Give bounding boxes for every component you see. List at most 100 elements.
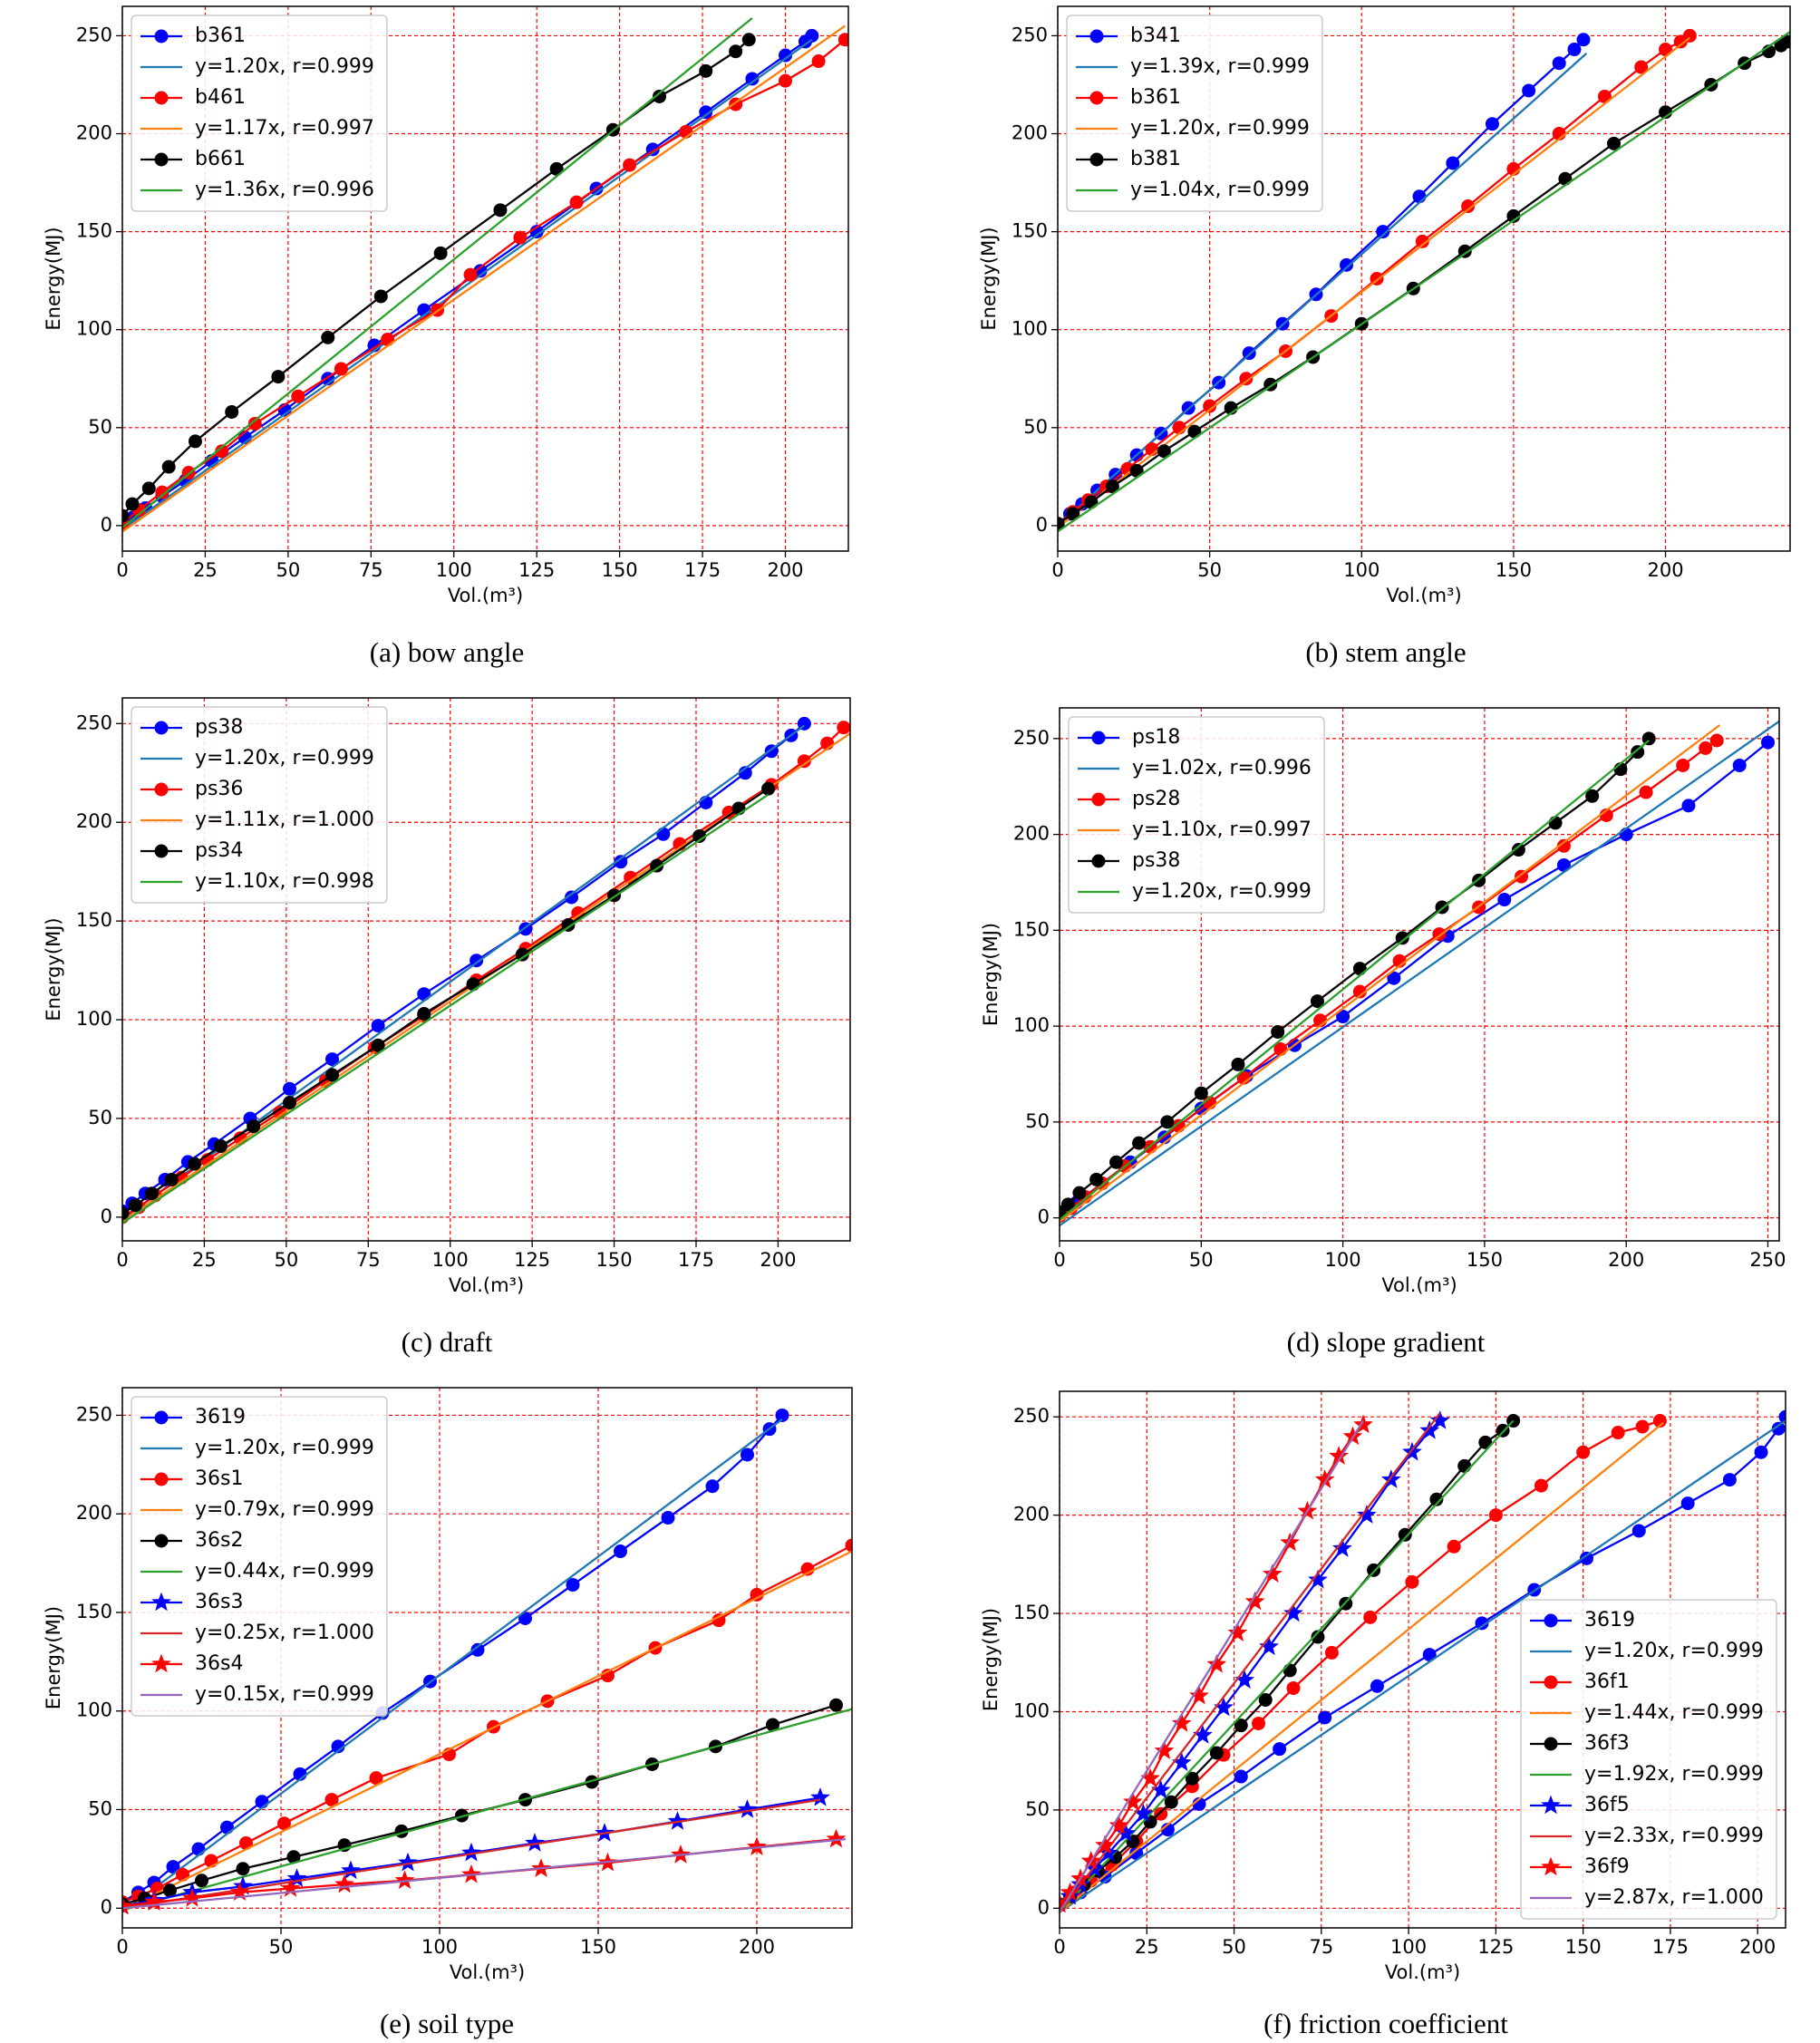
fit-line bbox=[122, 1708, 852, 1912]
fit-line bbox=[1060, 720, 1779, 1227]
circle-marker bbox=[1422, 1648, 1437, 1662]
legend: ps18 y=1.02x, r=0.996 ps28 y=1.10x, r=0.997… bbox=[1068, 716, 1325, 914]
circle-marker bbox=[1511, 843, 1525, 857]
circle-marker bbox=[154, 1472, 169, 1486]
x-axis-label: Vol.(m³) bbox=[449, 1274, 524, 1296]
star-marker bbox=[1154, 1740, 1175, 1760]
x-tick-label: 100 bbox=[1390, 1936, 1427, 1958]
axes-frame bbox=[1059, 1390, 1786, 1929]
legend-label: 36s3 bbox=[195, 1591, 243, 1613]
legend-label: 36f9 bbox=[1584, 1855, 1630, 1878]
circle-marker bbox=[1311, 1630, 1325, 1644]
circle-marker bbox=[220, 1820, 234, 1835]
legend-label: b361 bbox=[1130, 86, 1181, 109]
legend-box bbox=[1068, 716, 1325, 914]
star-marker bbox=[286, 1868, 307, 1887]
circle-marker bbox=[775, 1408, 789, 1422]
x-tick-label: 50 bbox=[276, 559, 301, 581]
circle-marker bbox=[255, 1795, 269, 1809]
circle-marker bbox=[154, 152, 169, 167]
legend-label: y=0.25x, r=1.000 bbox=[195, 1622, 374, 1644]
circle-marker bbox=[1771, 1421, 1786, 1436]
circle-marker bbox=[1084, 495, 1099, 509]
circle-marker bbox=[699, 105, 713, 120]
circle-marker bbox=[1579, 1551, 1593, 1565]
plot-area bbox=[1060, 720, 1779, 1227]
legend-label: y=1.36x, r=0.996 bbox=[195, 179, 374, 201]
fit-line bbox=[1060, 1412, 1441, 1913]
circle-marker bbox=[128, 1198, 142, 1213]
circle-marker bbox=[1370, 1679, 1384, 1693]
circle-marker bbox=[1635, 1419, 1650, 1434]
star-marker bbox=[667, 1811, 688, 1830]
circle-marker bbox=[797, 754, 811, 769]
circle-marker bbox=[154, 721, 169, 735]
fit-line bbox=[122, 1418, 783, 1913]
circle-marker bbox=[1497, 893, 1512, 907]
circle-marker bbox=[381, 333, 395, 347]
circle-marker bbox=[195, 1874, 208, 1888]
legend: 3619 y=1.20x, r=0.999 36s1 y=0.79x, r=0.999… bbox=[131, 1396, 388, 1717]
circle-marker bbox=[1659, 43, 1673, 57]
circle-marker bbox=[1611, 1426, 1625, 1440]
circle-marker bbox=[1310, 994, 1324, 1009]
y-tick-label: 50 bbox=[88, 1797, 112, 1819]
circle-marker bbox=[155, 485, 169, 499]
circle-marker bbox=[1252, 1716, 1266, 1730]
circle-marker bbox=[811, 54, 826, 69]
circle-marker bbox=[154, 782, 169, 797]
circle-marker bbox=[837, 721, 850, 735]
circle-marker bbox=[699, 63, 713, 78]
legend-label: y=1.39x, r=0.999 bbox=[1130, 55, 1310, 78]
x-tick-label: 0 bbox=[1053, 1249, 1065, 1271]
legend-label: y=1.44x, r=0.999 bbox=[1584, 1701, 1764, 1724]
circle-marker bbox=[761, 781, 776, 796]
circle-marker bbox=[1209, 1746, 1224, 1760]
circle-marker bbox=[154, 1534, 169, 1548]
circle-marker bbox=[1732, 758, 1747, 772]
circle-marker bbox=[125, 497, 140, 511]
y-axis-label: Energy(MJ) bbox=[980, 923, 1002, 1026]
circle-marker bbox=[829, 1698, 843, 1712]
y-tick-label: 250 bbox=[76, 1403, 112, 1425]
x-tick-label: 175 bbox=[678, 1249, 714, 1271]
circle-marker bbox=[417, 1007, 431, 1022]
star-marker bbox=[394, 1870, 415, 1890]
circle-marker bbox=[1607, 136, 1622, 150]
circle-marker bbox=[1387, 971, 1401, 985]
star-marker bbox=[1108, 1815, 1129, 1835]
y-tick-label: 0 bbox=[1038, 1206, 1050, 1228]
fit-line bbox=[1060, 724, 1721, 1223]
fit-line bbox=[1060, 1421, 1664, 1913]
legend-label: y=1.04x, r=0.999 bbox=[1130, 179, 1310, 201]
panel: 0 25 50 75 100 125 150 175 200 0 50 100 150 200 250 Vol… bbox=[43, 5, 849, 668]
caption: (c) draft bbox=[402, 1326, 493, 1358]
circle-marker bbox=[247, 1119, 261, 1134]
caption: (d) slope gradient bbox=[1287, 1326, 1486, 1358]
legend: ps38 y=1.20x, r=0.999 ps36 y=1.11x, r=1.000… bbox=[131, 706, 388, 904]
y-tick-label: 150 bbox=[76, 909, 112, 931]
circle-marker bbox=[154, 844, 169, 858]
x-tick-label: 50 bbox=[1222, 1936, 1246, 1958]
y-tick-label: 0 bbox=[101, 514, 112, 536]
x-tick-label: 200 bbox=[1739, 1936, 1776, 1958]
circle-marker bbox=[1089, 152, 1104, 167]
fit-line bbox=[1060, 1419, 1786, 1913]
x-axis-label: Vol.(m³) bbox=[448, 585, 523, 606]
circle-marker bbox=[1187, 424, 1202, 439]
legend-box bbox=[1520, 1599, 1777, 1920]
y-axis-label: Energy(MJ) bbox=[978, 227, 1000, 330]
circle-marker bbox=[1585, 789, 1600, 803]
star-marker bbox=[334, 1874, 354, 1893]
star-marker bbox=[1123, 1791, 1143, 1811]
circle-marker bbox=[1639, 785, 1653, 799]
x-tick-label: 25 bbox=[1135, 1936, 1159, 1958]
circle-marker bbox=[1129, 1846, 1144, 1861]
circle-marker bbox=[369, 1771, 383, 1786]
circle-marker bbox=[154, 91, 169, 105]
circle-marker bbox=[779, 48, 793, 63]
circle-marker bbox=[1352, 984, 1367, 999]
legend-label: y=1.92x, r=0.999 bbox=[1584, 1763, 1764, 1786]
circle-marker bbox=[1405, 1574, 1419, 1589]
